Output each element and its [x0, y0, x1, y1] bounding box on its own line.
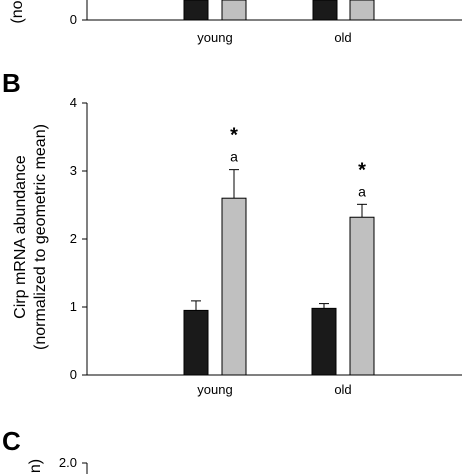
top-bar-old-dark: [312, 0, 338, 21]
top-y-tick-zero: 0: [70, 12, 77, 27]
y-tick-label: 4: [70, 95, 77, 110]
panel-label-c: C: [2, 426, 21, 456]
x-category-label: old: [334, 382, 351, 397]
x-category-label: young: [197, 382, 232, 397]
top-ylabel-fragment: (no: [9, 0, 26, 23]
y-tick-label: 1: [70, 299, 77, 314]
bar-young-series2: [221, 197, 247, 376]
significance-star: *: [230, 125, 238, 147]
panel-c-y-tick-top: 2.0: [59, 455, 77, 470]
panel-c-ylabel-fragment: n): [27, 459, 44, 473]
y-tick-label: 3: [70, 163, 77, 178]
significance-letter: a: [230, 149, 238, 165]
panel-c-fragment: 2.0 n): [27, 455, 88, 474]
top-bar-young-dark: [183, 0, 209, 21]
significance-star: *: [358, 159, 366, 181]
bar-young-series1: [183, 309, 209, 376]
bar-old-series1: [311, 307, 337, 376]
panel-label-b: B: [2, 68, 21, 98]
top-panel-fragment: 0 young old (no: [9, 0, 462, 45]
y-axis-label-line1: Cirp mRNA abundance: [12, 155, 29, 319]
y-axis-label-line2: (normalized to geometric mean): [32, 124, 49, 350]
significance-letter: a: [358, 183, 366, 199]
y-tick-label: 0: [70, 367, 77, 382]
top-bar-young-light: [221, 0, 247, 21]
y-tick-label: 2: [70, 231, 77, 246]
top-bar-old-light: [349, 0, 375, 21]
top-category-old: old: [334, 30, 351, 45]
top-category-young: young: [197, 30, 232, 45]
bar-old-series2: [349, 216, 375, 376]
